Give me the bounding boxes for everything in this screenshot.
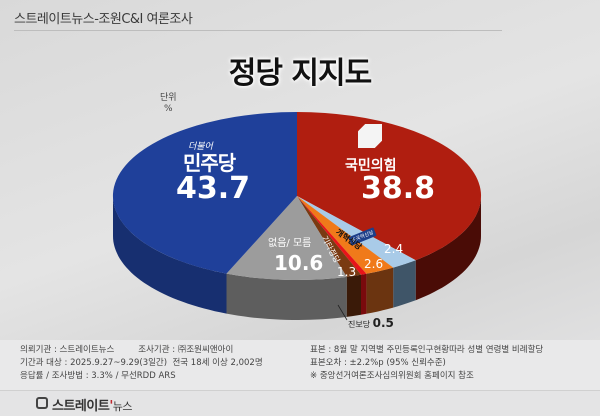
error-info: 표본오차 : ±2.2%p (95% 신뢰수준): [310, 358, 446, 368]
pie-slice-기타정당: [297, 196, 361, 277]
jinbo-callout-line: [337, 304, 348, 321]
survey-info-right: 표본 : 8월 말 지역별 주민등록인구현황따라 성별 연령별 비례할당 표본오…: [310, 344, 543, 383]
pie-slice-국민의힘: [297, 111, 482, 261]
method-info: 응답률 / 조사방법 : 3.3% / 무선RDD ARS: [20, 371, 176, 381]
pie-slice-개혁신당: [297, 196, 394, 274]
reference-note: ※ 중앙선거여론조사심의위원회 홈페이지 참조: [310, 371, 474, 381]
unit-text: 단위: [160, 93, 177, 103]
unit-symbol: %: [164, 104, 173, 114]
minjoo-sub-label: 더불어: [188, 142, 213, 152]
pie-side-없음/ 모름: [226, 273, 347, 320]
brand-name: 스트레이트'뉴스: [52, 399, 133, 414]
brand-bar: 스트레이트'뉴스: [0, 390, 600, 416]
ppp-label: 국민의힘: [345, 158, 397, 174]
source-title: 스트레이트뉴스-조원C&I 여론조사: [14, 12, 193, 27]
pie-slice-조국혁신당: [297, 196, 416, 268]
survey-info: 의뢰기관 : 스트레이트뉴스 조사기관 : ㈜조원씨앤아이 기간과 대상 : 20…: [0, 340, 600, 390]
survey-info-left: 의뢰기관 : 스트레이트뉴스 조사기관 : ㈜조원씨앤아이 기간과 대상 : 20…: [20, 344, 263, 383]
sample-size-info: 전국 18세 이상 2,002명: [172, 358, 263, 368]
ppp-logo-icon: [358, 124, 382, 148]
brand-name-main: 스트레이트: [52, 399, 110, 414]
none-value: 10.6: [274, 251, 324, 275]
pie-slice-없음/ 모름: [226, 196, 347, 281]
client-info: 의뢰기관 : 스트레이트뉴스: [20, 345, 115, 355]
top-bar: 스트레이트뉴스-조원C&I 여론조사: [14, 8, 502, 31]
pie-side-국민의힘: [415, 196, 481, 301]
pie-side-기타정당: [346, 274, 361, 317]
reform-value: 2.6: [364, 257, 384, 271]
jinbo-value: 0.5: [372, 316, 394, 330]
other-value: 1.3: [337, 265, 357, 279]
pie-slice-진보당: [297, 196, 367, 275]
unit-label: 단위 %: [160, 93, 177, 115]
pie-side-진보당: [361, 273, 367, 315]
period-info: 기간과 대상 : 2025.9.27~9.29(3일간): [20, 358, 168, 368]
ppp-value: 38.8: [361, 171, 436, 206]
minjoo-label: 민주당: [183, 151, 236, 175]
brand-name-tail: 뉴스: [112, 400, 133, 413]
pie-slice-더불어민주당: [112, 112, 297, 274]
pie-side-더불어민주당: [113, 196, 227, 314]
sample-info: 표본 : 8월 말 지역별 주민등록인구현황따라 성별 연령별 비례할당: [310, 345, 544, 355]
jinbo-callout: 진보당 0.5: [348, 316, 394, 330]
none-label: 없음/ 모름: [268, 238, 312, 249]
rebuild-value: 2.4: [384, 242, 404, 256]
minjoo-value: 43.7: [176, 171, 251, 206]
pie-side-조국혁신당: [393, 260, 416, 308]
chart-title: 정당 지지도: [228, 56, 372, 91]
jinbo-label: 진보당: [348, 320, 371, 329]
agency-info: 조사기관 : ㈜조원씨앤아이: [138, 345, 234, 355]
pie-side-개혁신당: [366, 267, 394, 314]
brand-logo-icon: [36, 397, 48, 409]
